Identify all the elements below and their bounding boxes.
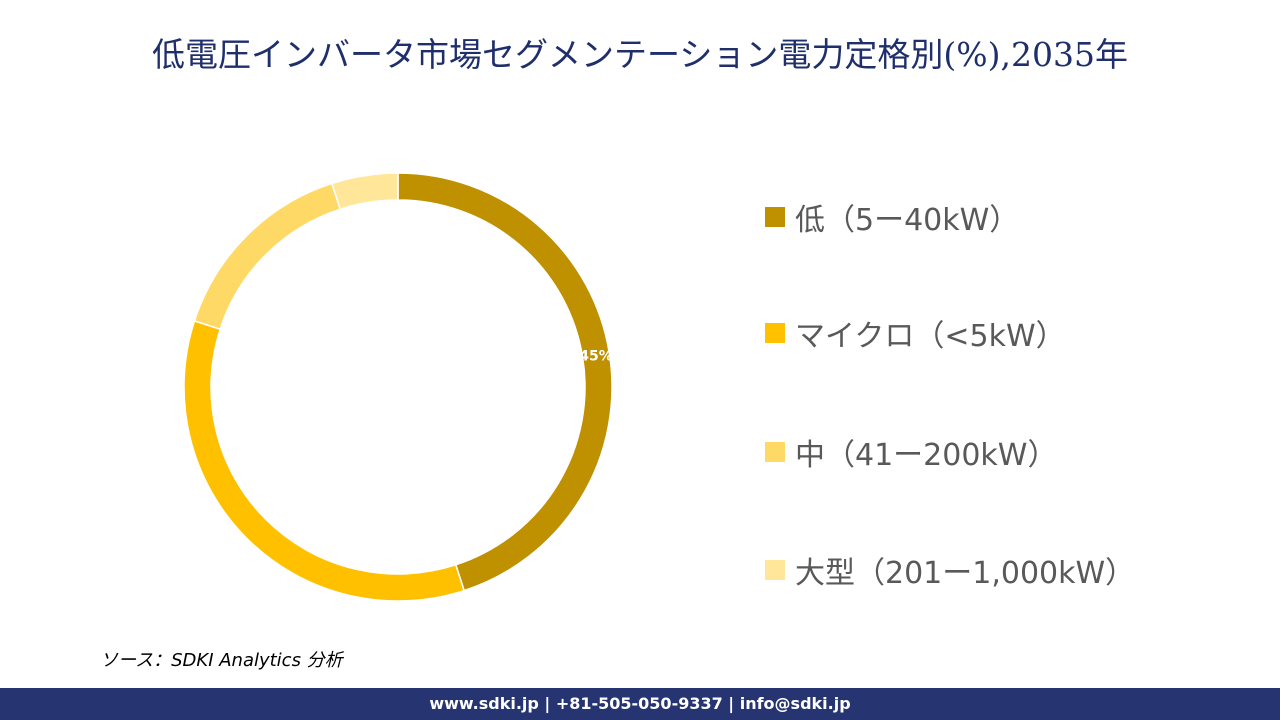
legend-item: 大型（201ー1,000kW） — [765, 548, 1135, 592]
legend-swatch — [765, 207, 785, 227]
footer-contact: www.sdki.jp | +81-505-050-9337 | info@sd… — [429, 694, 851, 713]
legend-label: 大型（201ー1,000kW） — [795, 556, 1136, 591]
legend-swatch — [765, 442, 785, 462]
legend-swatch — [765, 323, 785, 343]
donut-slice — [330, 172, 399, 211]
legend-label: マイクロ（<5kW） — [795, 319, 1066, 354]
donut-slice — [183, 319, 466, 602]
donut-slice — [397, 172, 613, 592]
legend-label: 中（41ー200kW） — [795, 438, 1058, 473]
footer-bar: www.sdki.jp | +81-505-050-9337 | info@sd… — [0, 688, 1280, 720]
legend-item: 低（5ー40kW） — [765, 195, 1019, 239]
source-note: ソース：SDKI Analytics 分析 — [100, 650, 343, 671]
legend-label: 低（5ー40kW） — [795, 203, 1020, 238]
donut-slice — [193, 182, 342, 331]
legend-item: 中（41ー200kW） — [765, 430, 1057, 474]
chart-title: 低電圧インバータ市場セグメンテーション電力定格別(%),2035年 — [152, 35, 1128, 74]
data-label: 45% — [579, 349, 613, 365]
legend-swatch — [765, 560, 785, 580]
legend-item: マイクロ（<5kW） — [765, 311, 1066, 355]
